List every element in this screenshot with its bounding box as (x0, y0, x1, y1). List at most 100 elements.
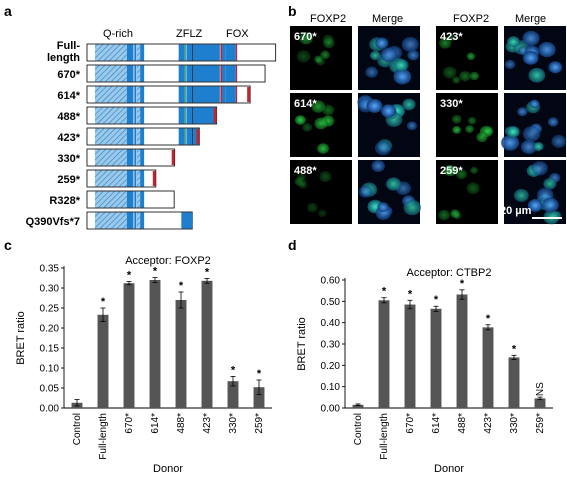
significance-star: * (486, 313, 491, 325)
nucleus-merge (542, 197, 559, 213)
q-rich-region (94, 191, 127, 208)
construct-label: 614* (57, 90, 80, 102)
x-tick-label: Control (353, 413, 364, 445)
construct-2: 614* (57, 85, 251, 104)
q-rich-stripe (134, 128, 137, 145)
q-rich-stripe (134, 149, 137, 166)
nucleus-merge (547, 117, 559, 127)
q-rich-end (140, 212, 145, 229)
x-tick-label: Full-length (98, 413, 109, 460)
q-rich-block (126, 128, 134, 145)
construct-label-line2: length (47, 52, 80, 64)
nucleus-merge (527, 198, 543, 212)
col-header-merge-left: Merge (372, 13, 403, 25)
fox-region (192, 86, 220, 103)
q-rich-end (140, 149, 145, 166)
nucleus-merge (538, 41, 556, 58)
y-tick-label: 0.10 (321, 382, 341, 393)
nucleus-merge (365, 66, 379, 78)
zflz-region (186, 44, 192, 61)
bar-423 (201, 280, 213, 408)
nucleus-green (320, 50, 330, 60)
nucleus-green (447, 33, 457, 42)
q-rich-stripe (134, 191, 137, 208)
tile-label: 670* (294, 31, 317, 43)
nucleus-green (443, 66, 457, 79)
q-rich-end (140, 86, 145, 103)
nucleus-merge (401, 36, 419, 52)
y-axis-label: BRET ratio (296, 317, 308, 371)
chart-d: Acceptor: CTBP2 0.00 0.10 0.20 0.30 0.40 0.50 0… (296, 267, 553, 475)
nucleus-green (323, 38, 335, 49)
bar-259 (253, 387, 265, 408)
x-tick-label: 423* (202, 413, 213, 434)
construct-7: R328* (49, 190, 175, 209)
domain-label-fox: FOX (226, 28, 249, 40)
nucleus-merge (548, 61, 563, 74)
nucleus-green (299, 32, 313, 45)
q-rich-region-2 (136, 191, 141, 208)
y-tick-label: 0.30 (40, 284, 60, 295)
leucine-zipper (184, 107, 186, 124)
tile-pair-3: 330* (436, 93, 567, 157)
zinc-finger (178, 65, 185, 82)
q-rich-end (140, 44, 145, 61)
y-tick-label: 0.15 (40, 344, 60, 355)
q-rich-region (94, 86, 127, 103)
tile-label: 488* (294, 165, 317, 177)
panel-d-letter: d (288, 237, 297, 253)
nucleus-merge (366, 99, 383, 113)
fox-red-mark (220, 86, 222, 103)
nucleus-merge (522, 126, 541, 142)
y-axis-label: BRET ratio (15, 311, 27, 365)
nucleus-merge (407, 49, 420, 61)
q-rich-block (126, 170, 134, 187)
nucleus-merge (531, 161, 548, 176)
bar-control (352, 404, 364, 408)
zflz-region (186, 128, 192, 145)
q-rich-region (94, 128, 127, 145)
tile-pair-4: 488* (290, 160, 422, 224)
nucleus-merge (406, 121, 418, 131)
tile-label: 423* (440, 31, 463, 43)
nucleus-green (314, 117, 328, 130)
tile-label: 259* (440, 165, 463, 177)
chart-title: Acceptor: FOXP2 (125, 255, 211, 267)
nucleus-merge (528, 67, 546, 83)
chart-title: Acceptor: CTBP2 (407, 267, 492, 279)
q-rich-region (94, 212, 127, 229)
nucleus-merge (380, 47, 398, 63)
q-rich-region-2 (136, 44, 141, 61)
col-header-merge-right: Merge (515, 13, 546, 25)
mid-region (192, 128, 200, 145)
nucleus-green (294, 115, 306, 125)
nucleus-green (459, 70, 471, 82)
zflz-mark (191, 86, 193, 103)
nucleus-green (470, 166, 479, 175)
x-tick-label: 330* (228, 413, 239, 434)
q-rich-end (140, 128, 145, 145)
construct-3: 488* (57, 106, 218, 125)
panel-b-letter: b (288, 3, 297, 19)
q-rich-stripe (134, 86, 137, 103)
q-rich-stripe (134, 65, 137, 82)
domain-label-zflz: ZFLZ (176, 28, 203, 40)
construct-8: Q390Vfs*7 (26, 211, 193, 230)
tile-pair-2: 614* (290, 93, 420, 157)
bar-614 (149, 280, 161, 408)
nucleus-green (319, 171, 332, 183)
significance-star: * (153, 266, 158, 278)
zflz-mark (191, 128, 193, 145)
y-tick-label: 0.00 (321, 404, 341, 415)
leucine-zipper (184, 65, 186, 82)
nucleus-merge (533, 142, 544, 151)
y-tick-label: 0.10 (40, 364, 60, 375)
panel-a-schematic: Q-rich ZFLZ FOX Full-length 670* 614* 488* 4… (26, 28, 277, 230)
bar-259 (534, 398, 546, 408)
nucleus-green (453, 212, 462, 220)
nucleus-green (296, 50, 311, 63)
construct-1: 670* (57, 64, 266, 83)
tile-label: 330* (440, 98, 463, 110)
zflz-region (186, 107, 192, 124)
zinc-finger (178, 44, 185, 61)
